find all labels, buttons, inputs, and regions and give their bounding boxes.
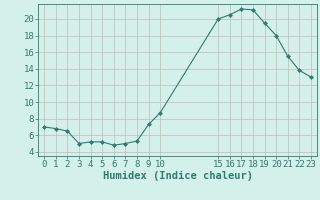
X-axis label: Humidex (Indice chaleur): Humidex (Indice chaleur) bbox=[103, 171, 252, 181]
